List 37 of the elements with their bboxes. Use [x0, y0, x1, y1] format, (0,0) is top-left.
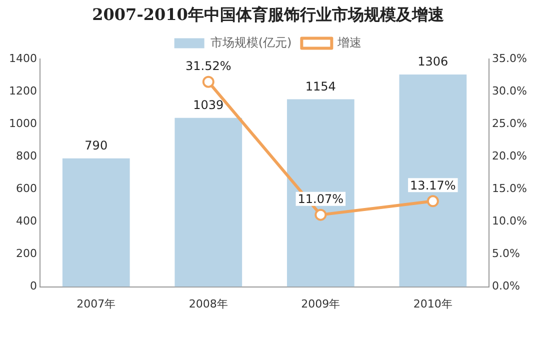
y-tick-label: 1400 — [8, 52, 37, 66]
point — [202, 76, 214, 88]
y2-tick-label: 35.0% — [492, 52, 528, 66]
y2-tick-label: 15.0% — [492, 182, 528, 196]
data-label: 13.17% — [410, 178, 456, 192]
y-tick-label: 200 — [16, 247, 37, 260]
y-tick-label: 800 — [16, 150, 37, 163]
chart-title: 2007-2010年中国体育服饰行业市场规模及增速 — [92, 4, 445, 24]
data-label: 31.52% — [186, 58, 232, 73]
data-label: 1306 — [418, 54, 448, 69]
x-tick-label: 2010年 — [413, 297, 452, 310]
y-tick-label: 0 — [30, 280, 37, 293]
point — [426, 195, 439, 208]
bar — [286, 99, 354, 287]
data-label: 1154 — [305, 79, 336, 94]
x-tick-label: 2007年 — [76, 297, 116, 310]
data-label: 1039 — [193, 98, 224, 112]
bar — [399, 74, 467, 287]
bar — [62, 158, 130, 287]
point — [314, 208, 327, 221]
data-label: 11.07% — [298, 192, 344, 206]
y-tick-label: 1000 — [8, 117, 37, 130]
bar — [174, 118, 242, 287]
y2-tick-label: 5.0% — [492, 247, 520, 260]
y-tick-label: 600 — [16, 182, 37, 196]
x-tick-label: 2009年 — [301, 297, 340, 310]
y2-tick-label: 10.0% — [492, 214, 528, 228]
legend-label: 市场规模(亿元) — [210, 35, 292, 50]
data-label: 790 — [84, 138, 108, 152]
legend-label: 增速 — [336, 35, 362, 50]
x-tick-label: 2008年 — [188, 297, 228, 310]
y2-tick-label: 0.0% — [492, 280, 520, 293]
y-tick-label: 1200 — [8, 84, 37, 98]
y2-tick-label: 30.0% — [492, 84, 528, 98]
y-tick-label: 400 — [16, 214, 37, 228]
y2-tick-label: 25.0% — [492, 117, 528, 130]
y2-tick-label: 20.0% — [492, 150, 528, 163]
